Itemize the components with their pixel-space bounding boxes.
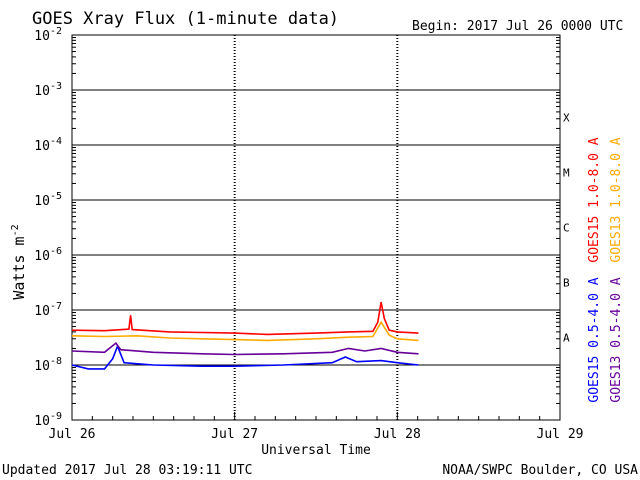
y-tick-label: 10-9	[34, 411, 62, 429]
y-tick-label: 10-5	[34, 191, 62, 209]
series-line	[71, 301, 419, 336]
y-tick-label: 10-2	[34, 26, 62, 44]
series-line	[71, 341, 419, 356]
legend-entry: GOES13 0.5-4.0 A	[609, 277, 624, 402]
flare-class-label: C	[563, 222, 570, 235]
decade-grid-lines	[72, 89, 560, 366]
flare-class-labels: X M C B A	[563, 112, 570, 345]
flare-class-label: X	[563, 112, 570, 125]
y-tick-base: 10	[34, 304, 50, 319]
x-tick-label: Jul 27	[211, 427, 258, 442]
legend-entry: GOES15 1.0-8.0 A	[587, 137, 602, 262]
credit-text: NOAA/SWPC Boulder, CO USA	[442, 463, 638, 478]
y-tick-exp: -4	[50, 136, 62, 147]
y-tick-label: 10-4	[34, 136, 62, 154]
y-tick-label: 10-6	[34, 246, 62, 264]
flux-series	[71, 301, 419, 370]
y-axis-label: Watts m-2	[10, 224, 28, 299]
y-axis-label-exp: -2	[10, 224, 21, 236]
chart-title: GOES Xray Flux (1-minute data)	[32, 9, 339, 29]
series-line	[71, 344, 419, 370]
y-tick-label: 10-3	[34, 81, 62, 99]
legend: GOES15 1.0-8.0 A GOES13 1.0-8.0 A GOES15 0…	[587, 137, 624, 402]
y-tick-exp: -9	[50, 411, 62, 422]
plot-area	[71, 34, 561, 421]
flare-class-label: A	[563, 332, 570, 345]
day-divider-lines	[233, 35, 399, 420]
y-tick-label: 10-8	[34, 356, 62, 374]
y-tick-exp: -7	[50, 301, 62, 312]
plot-border	[71, 34, 561, 421]
y-tick-exp: -6	[50, 246, 62, 257]
x-tick-label: Jul 29	[537, 427, 584, 442]
flare-class-label: M	[563, 167, 570, 180]
y-tick-base: 10	[34, 414, 50, 429]
y-tick-base: 10	[34, 194, 50, 209]
y-tick-exp: -3	[50, 81, 62, 92]
x-tick-label: Jul 28	[374, 427, 421, 442]
y-tick-base: 10	[34, 84, 50, 99]
x-tick-label: Jul 26	[49, 427, 96, 442]
series-line	[71, 320, 419, 342]
y-tick-label: 10-7	[34, 301, 62, 319]
x-axis-ticks: Jul 26 Jul 27 Jul 28 Jul 29	[49, 412, 584, 442]
y-tick-exp: -2	[50, 26, 62, 37]
y-tick-base: 10	[34, 29, 50, 44]
y-tick-base: 10	[34, 139, 50, 154]
y-tick-exp: -5	[50, 191, 62, 202]
y-tick-base: 10	[34, 359, 50, 374]
legend-entry: GOES15 0.5-4.0 A	[587, 277, 602, 402]
x-axis-label: Universal Time	[261, 443, 371, 458]
y-axis-label-base: Watts m	[10, 236, 28, 299]
flare-class-label: B	[563, 277, 570, 290]
y-tick-base: 10	[34, 249, 50, 264]
y-tick-exp: -8	[50, 356, 62, 367]
begin-label: Begin: 2017 Jul 26 0000 UTC	[412, 19, 623, 34]
updated-timestamp: Updated 2017 Jul 28 03:19:11 UTC	[2, 463, 252, 478]
legend-entry: GOES13 1.0-8.0 A	[609, 137, 624, 262]
y-axis-ticks: 10-910-810-710-610-510-410-310-2	[34, 26, 560, 429]
